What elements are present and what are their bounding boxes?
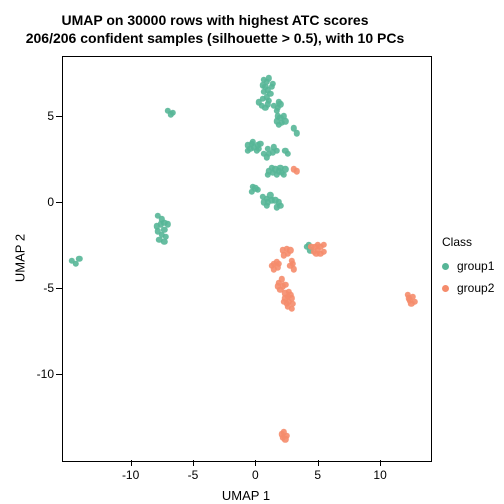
y-tick <box>56 288 62 289</box>
x-axis-label: UMAP 1 <box>222 488 270 503</box>
chart-title-line2: 206/206 confident samples (silhouette > … <box>0 30 430 48</box>
legend-swatch <box>442 263 449 270</box>
y-tick <box>56 116 62 117</box>
x-tick-label: -5 <box>188 468 199 482</box>
legend-label: group1 <box>457 259 494 273</box>
x-tick-label: 10 <box>373 468 386 482</box>
y-axis-label: UMAP 2 <box>13 234 28 282</box>
legend: Class group1 group2 <box>442 235 494 303</box>
legend-label: group2 <box>457 281 494 295</box>
x-tick-label: -10 <box>122 468 139 482</box>
scatter-plot-area <box>62 56 432 462</box>
chart-title: UMAP on 30000 rows with highest ATC scor… <box>0 12 430 47</box>
x-tick <box>318 460 319 466</box>
x-tick <box>131 460 132 466</box>
y-tick-label: -5 <box>32 281 54 295</box>
legend-swatch <box>442 285 449 292</box>
legend-item: group2 <box>442 281 494 295</box>
x-tick <box>193 460 194 466</box>
y-tick <box>56 202 62 203</box>
legend-item: group1 <box>442 259 494 273</box>
x-tick <box>255 460 256 466</box>
legend-title: Class <box>442 235 494 249</box>
y-tick-label: 5 <box>32 109 54 123</box>
x-tick-label: 0 <box>252 468 259 482</box>
y-tick <box>56 374 62 375</box>
chart-title-line1: UMAP on 30000 rows with highest ATC scor… <box>0 12 430 30</box>
x-tick-label: 5 <box>314 468 321 482</box>
x-tick <box>380 460 381 466</box>
y-tick-label: -10 <box>32 367 54 381</box>
y-tick-label: 0 <box>32 195 54 209</box>
